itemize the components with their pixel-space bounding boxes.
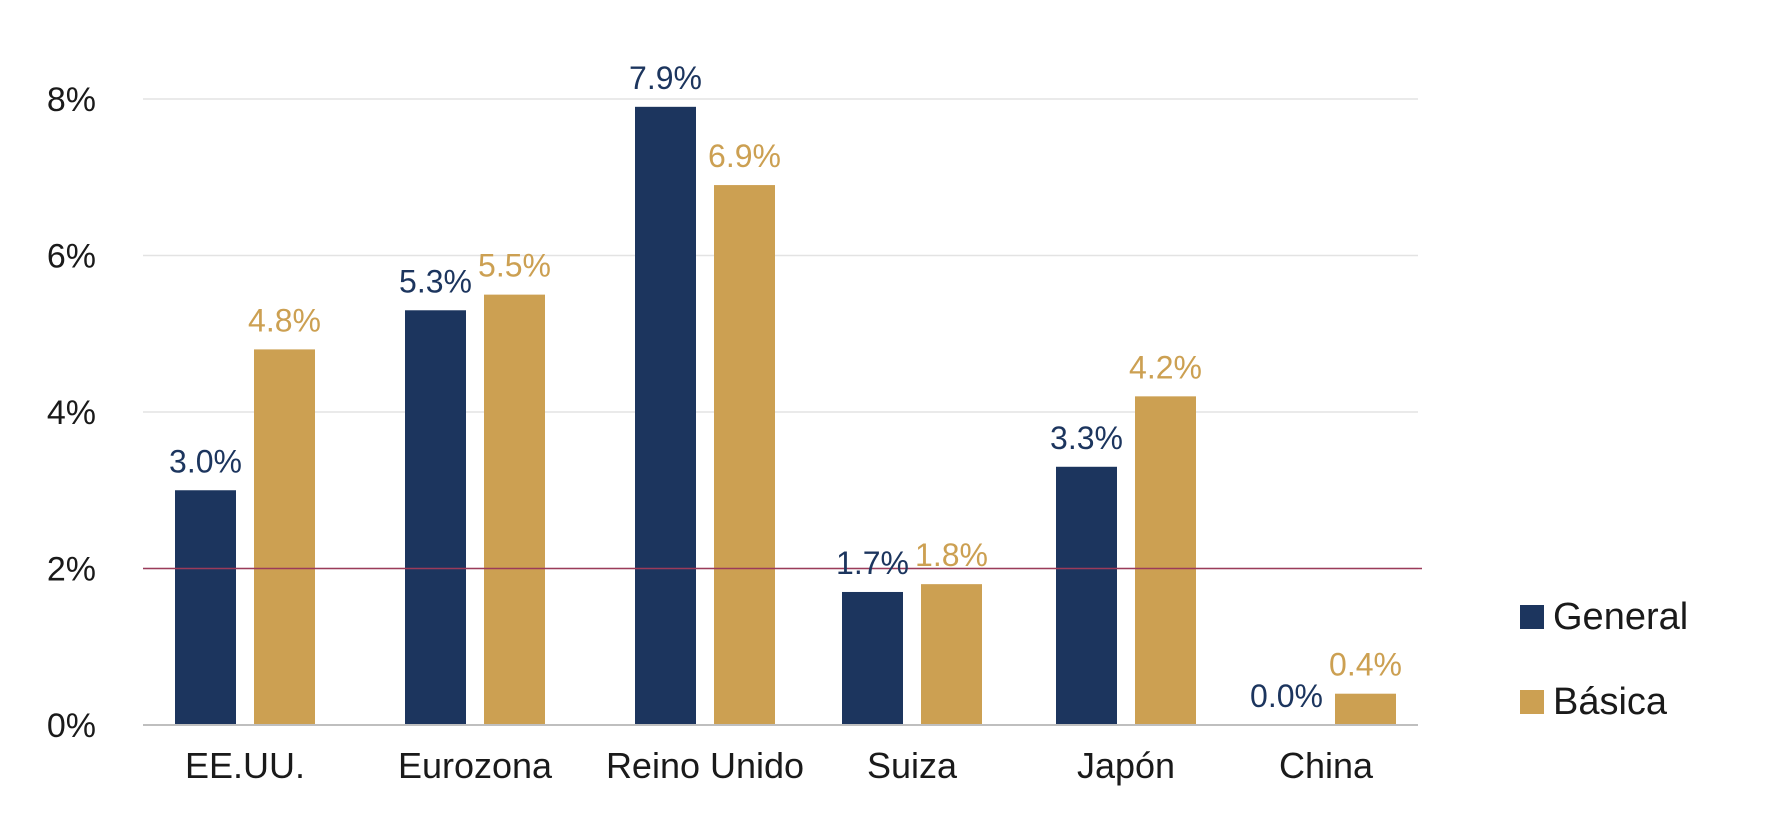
bar-basica	[254, 349, 315, 725]
data-label: 3.0%	[169, 443, 242, 479]
data-label: 6.9%	[708, 138, 781, 174]
legend-swatch	[1520, 605, 1544, 629]
data-label: 5.5%	[478, 248, 551, 284]
x-tick-label: EE.UU.	[185, 745, 305, 786]
data-label: 5.3%	[399, 263, 472, 299]
data-labels: 3.0% 4.8% 5.3% 5.5% 7.9% 6.9% 1.7% 1.8% 3.3%4.2%…	[169, 60, 1402, 714]
data-label: 7.9%	[629, 60, 702, 96]
bar-basica	[1135, 396, 1196, 725]
legend: General Básica	[1520, 596, 1688, 723]
y-tick-label: 0%	[47, 707, 96, 745]
bar-basica	[714, 185, 775, 725]
data-label: 1.7%	[836, 545, 909, 581]
legend-swatch	[1520, 690, 1544, 714]
data-label: 0.0%	[1250, 678, 1323, 714]
data-label: 4.8%	[248, 302, 321, 338]
x-tick-label: China	[1279, 745, 1374, 786]
data-label: 3.3%	[1050, 420, 1123, 456]
y-tick-label: 4%	[47, 394, 96, 432]
bar-basica	[1335, 693, 1396, 725]
x-tick-label: Japón	[1077, 745, 1175, 786]
bar-general	[1056, 466, 1117, 725]
bar-general	[175, 490, 236, 725]
y-tick-label: 8%	[47, 81, 96, 119]
bar-basica	[921, 584, 982, 725]
bar-general	[842, 591, 903, 725]
x-tick-label: Eurozona	[398, 745, 553, 786]
data-label: 4.2%	[1129, 349, 1202, 385]
y-tick-label: 2%	[47, 551, 96, 589]
legend-label: Básica	[1553, 681, 1668, 723]
x-tick-label: Suiza	[867, 745, 958, 786]
x-tick-label: Reino Unido	[606, 745, 804, 786]
legend-label: General	[1553, 596, 1688, 638]
axes: 0% 2% 4% 6% 8% EE.UU. Eurozona Reino Unido Suiza…	[47, 81, 1418, 786]
data-label: 1.8%	[915, 537, 988, 573]
bar-basica	[484, 294, 545, 725]
bar-general	[405, 310, 466, 725]
y-tick-label: 6%	[47, 238, 96, 276]
data-label: 0.4%	[1329, 647, 1402, 683]
bar-general	[635, 106, 696, 725]
bars	[175, 106, 1396, 725]
